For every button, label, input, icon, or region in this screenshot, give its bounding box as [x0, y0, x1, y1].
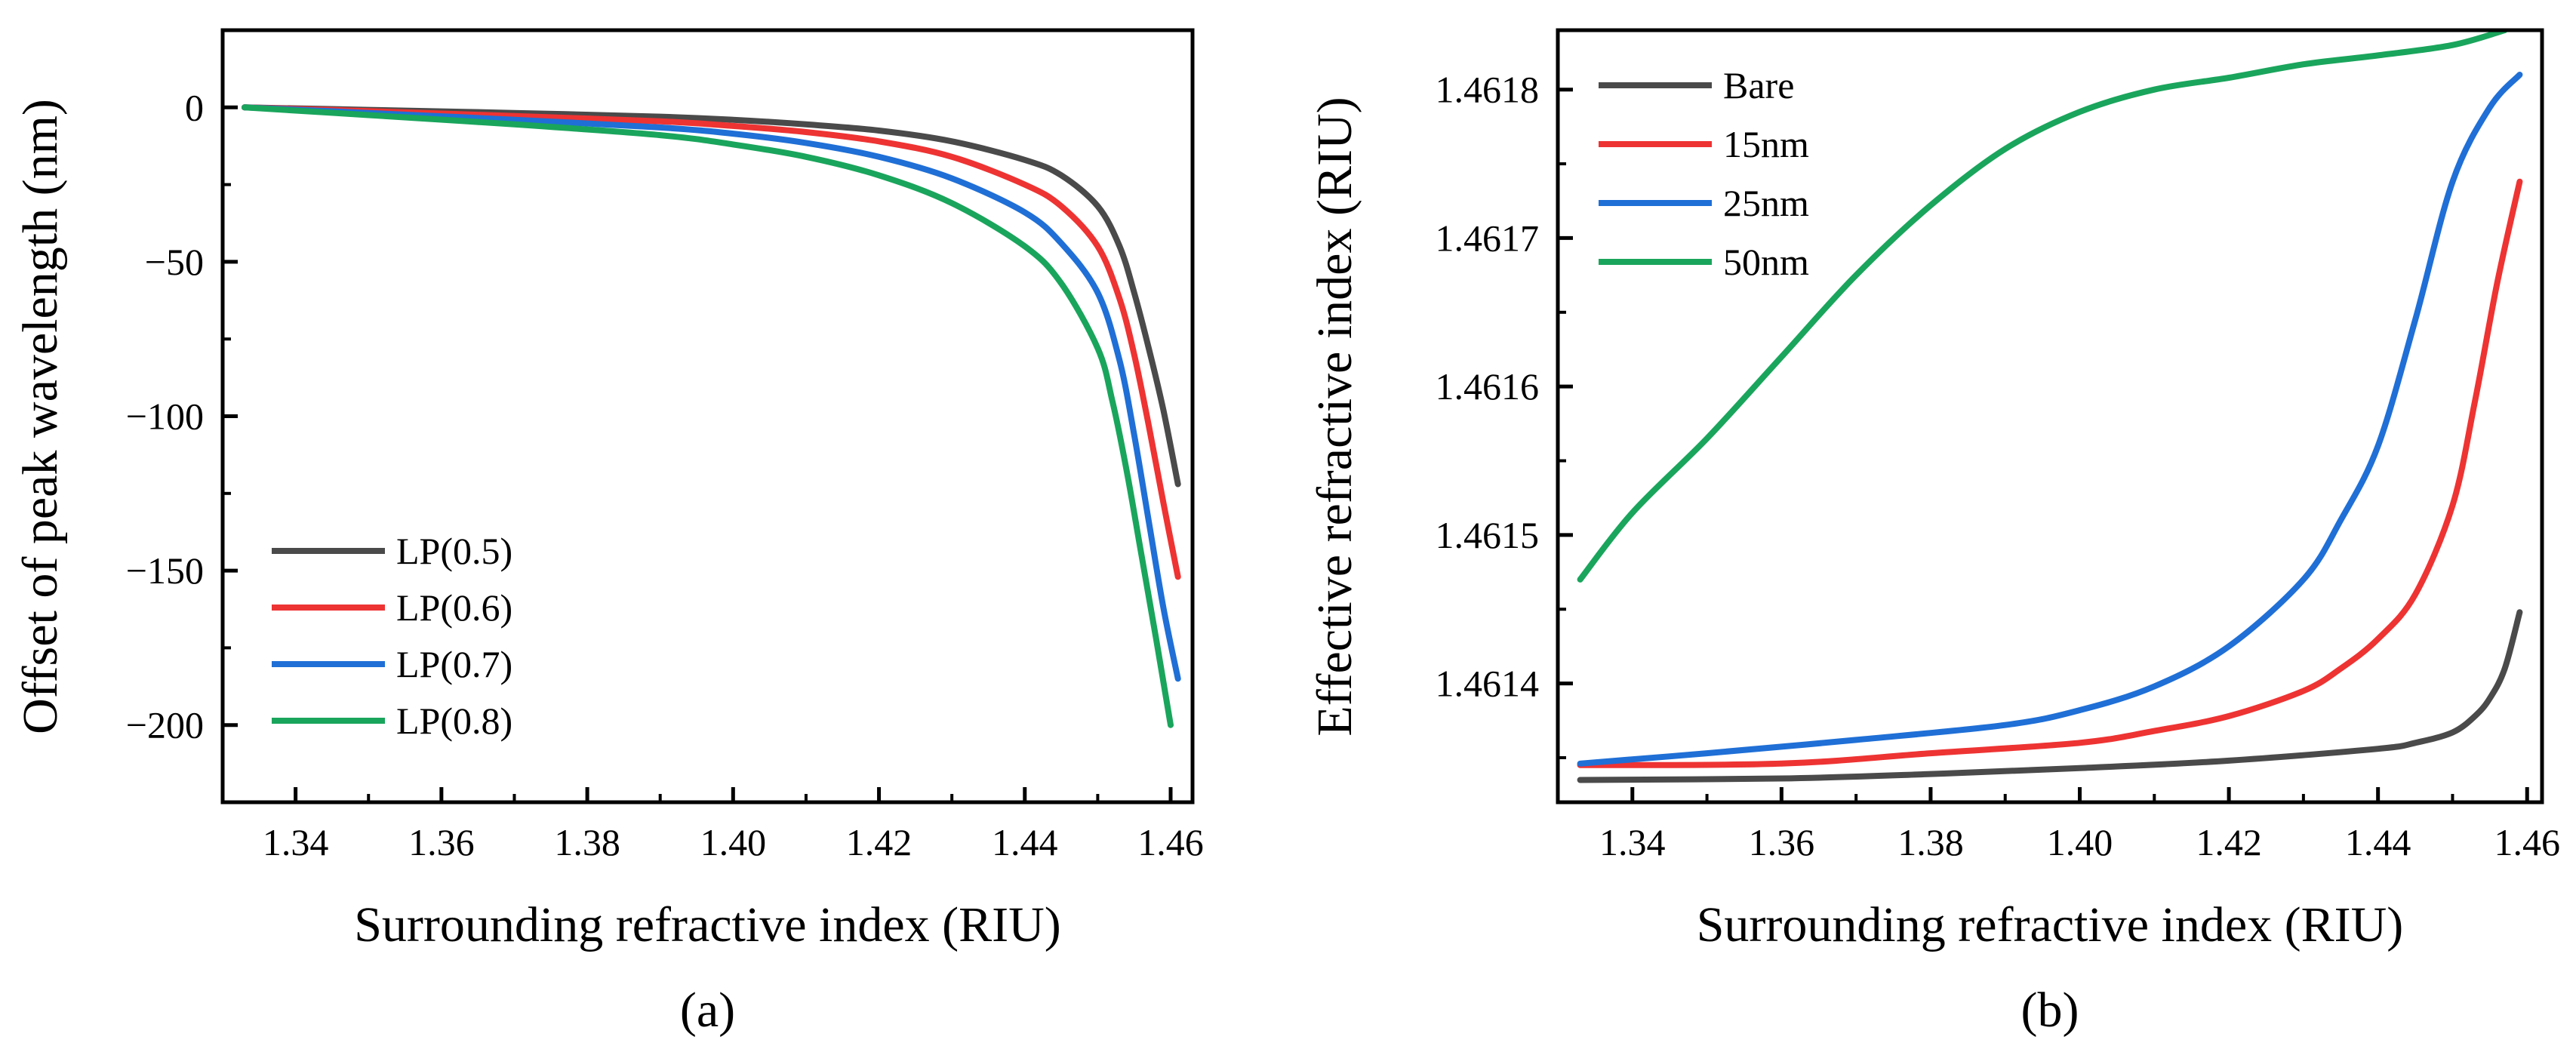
x-tick-label: 1.42 [2196, 821, 2262, 863]
series-lines [1577, 30, 2523, 783]
series-line-lp-0-6- [242, 104, 1181, 580]
legend-label: LP(0.6) [396, 586, 512, 629]
series-line-lp-0-7- [242, 104, 1181, 682]
panel-caption: (b) [2021, 983, 2079, 1038]
y-tick-label: 1.4618 [1436, 69, 1540, 111]
x-axis-title: Surrounding refractive index (RIU) [354, 897, 1061, 952]
legend-label: 25nm [1723, 182, 1809, 224]
y-tick-label: −150 [126, 549, 204, 592]
series-line-25nm [1577, 72, 2523, 767]
series-line-50nm [1577, 30, 2508, 583]
x-tick-label: 1.38 [554, 821, 620, 863]
y-axis-title: Offset of peak wavelength (nm) [13, 99, 68, 734]
y-tick-label: 1.4614 [1436, 663, 1540, 705]
legend: LP(0.5) LP(0.6) LP(0.7) LP(0.8) [272, 530, 512, 742]
x-tick-label: 1.36 [1749, 821, 1815, 863]
x-tick-label: 1.44 [992, 821, 1058, 863]
series-line-bare [1577, 609, 2523, 783]
y-tick-label: −100 [126, 395, 204, 438]
legend-label: 15nm [1723, 123, 1809, 165]
legend-label: LP(0.5) [396, 530, 512, 572]
legend: Bare 15nm 25nm 50nm [1599, 64, 1809, 283]
series-line-15nm [1577, 178, 2523, 768]
legend-label: 50nm [1723, 241, 1809, 283]
plot-frame [220, 28, 1195, 804]
x-tick-label: 1.44 [2345, 821, 2411, 863]
x-tick-label: 1.36 [408, 821, 475, 863]
panel-a: 1.34 1.36 1.38 1.40 1.42 1.44 1.46 0 −50 −100 −150… [13, 28, 1204, 1038]
x-axis-title: Surrounding refractive index (RIU) [1697, 897, 2404, 952]
legend-label: LP(0.8) [396, 700, 512, 742]
series-lines [242, 104, 1181, 728]
y-tick-label: 0 [185, 86, 204, 128]
panel-caption: (a) [680, 983, 735, 1038]
y-axis-title: Effective refractive index (RIU) [1307, 97, 1362, 736]
y-tick-label: −200 [126, 704, 204, 746]
x-tick-label: 1.42 [846, 821, 913, 863]
x-tick-label: 1.34 [1599, 821, 1666, 863]
panel-b: 1.34 1.36 1.38 1.40 1.42 1.44 1.46 1.4614 1.4615… [1307, 28, 2560, 1038]
plot-frame [1556, 28, 2544, 804]
x-tick-label: 1.34 [263, 821, 329, 863]
y-tick-label: −50 [145, 241, 204, 283]
x-tick-label: 1.40 [2047, 821, 2113, 863]
x-tick-label: 1.40 [700, 821, 767, 863]
series-line-lp-0-8- [242, 104, 1174, 728]
x-tick-label: 1.46 [1137, 821, 1204, 863]
x-tick-label: 1.38 [1897, 821, 1964, 863]
y-tick-label: 1.4615 [1436, 514, 1540, 556]
legend-label: Bare [1723, 64, 1794, 106]
y-tick-label: 1.4617 [1436, 217, 1540, 259]
legend-label: LP(0.7) [396, 643, 512, 685]
x-tick-label: 1.46 [2494, 821, 2560, 863]
series-line-lp-0-5- [242, 104, 1181, 488]
y-tick-label: 1.4616 [1436, 365, 1540, 408]
